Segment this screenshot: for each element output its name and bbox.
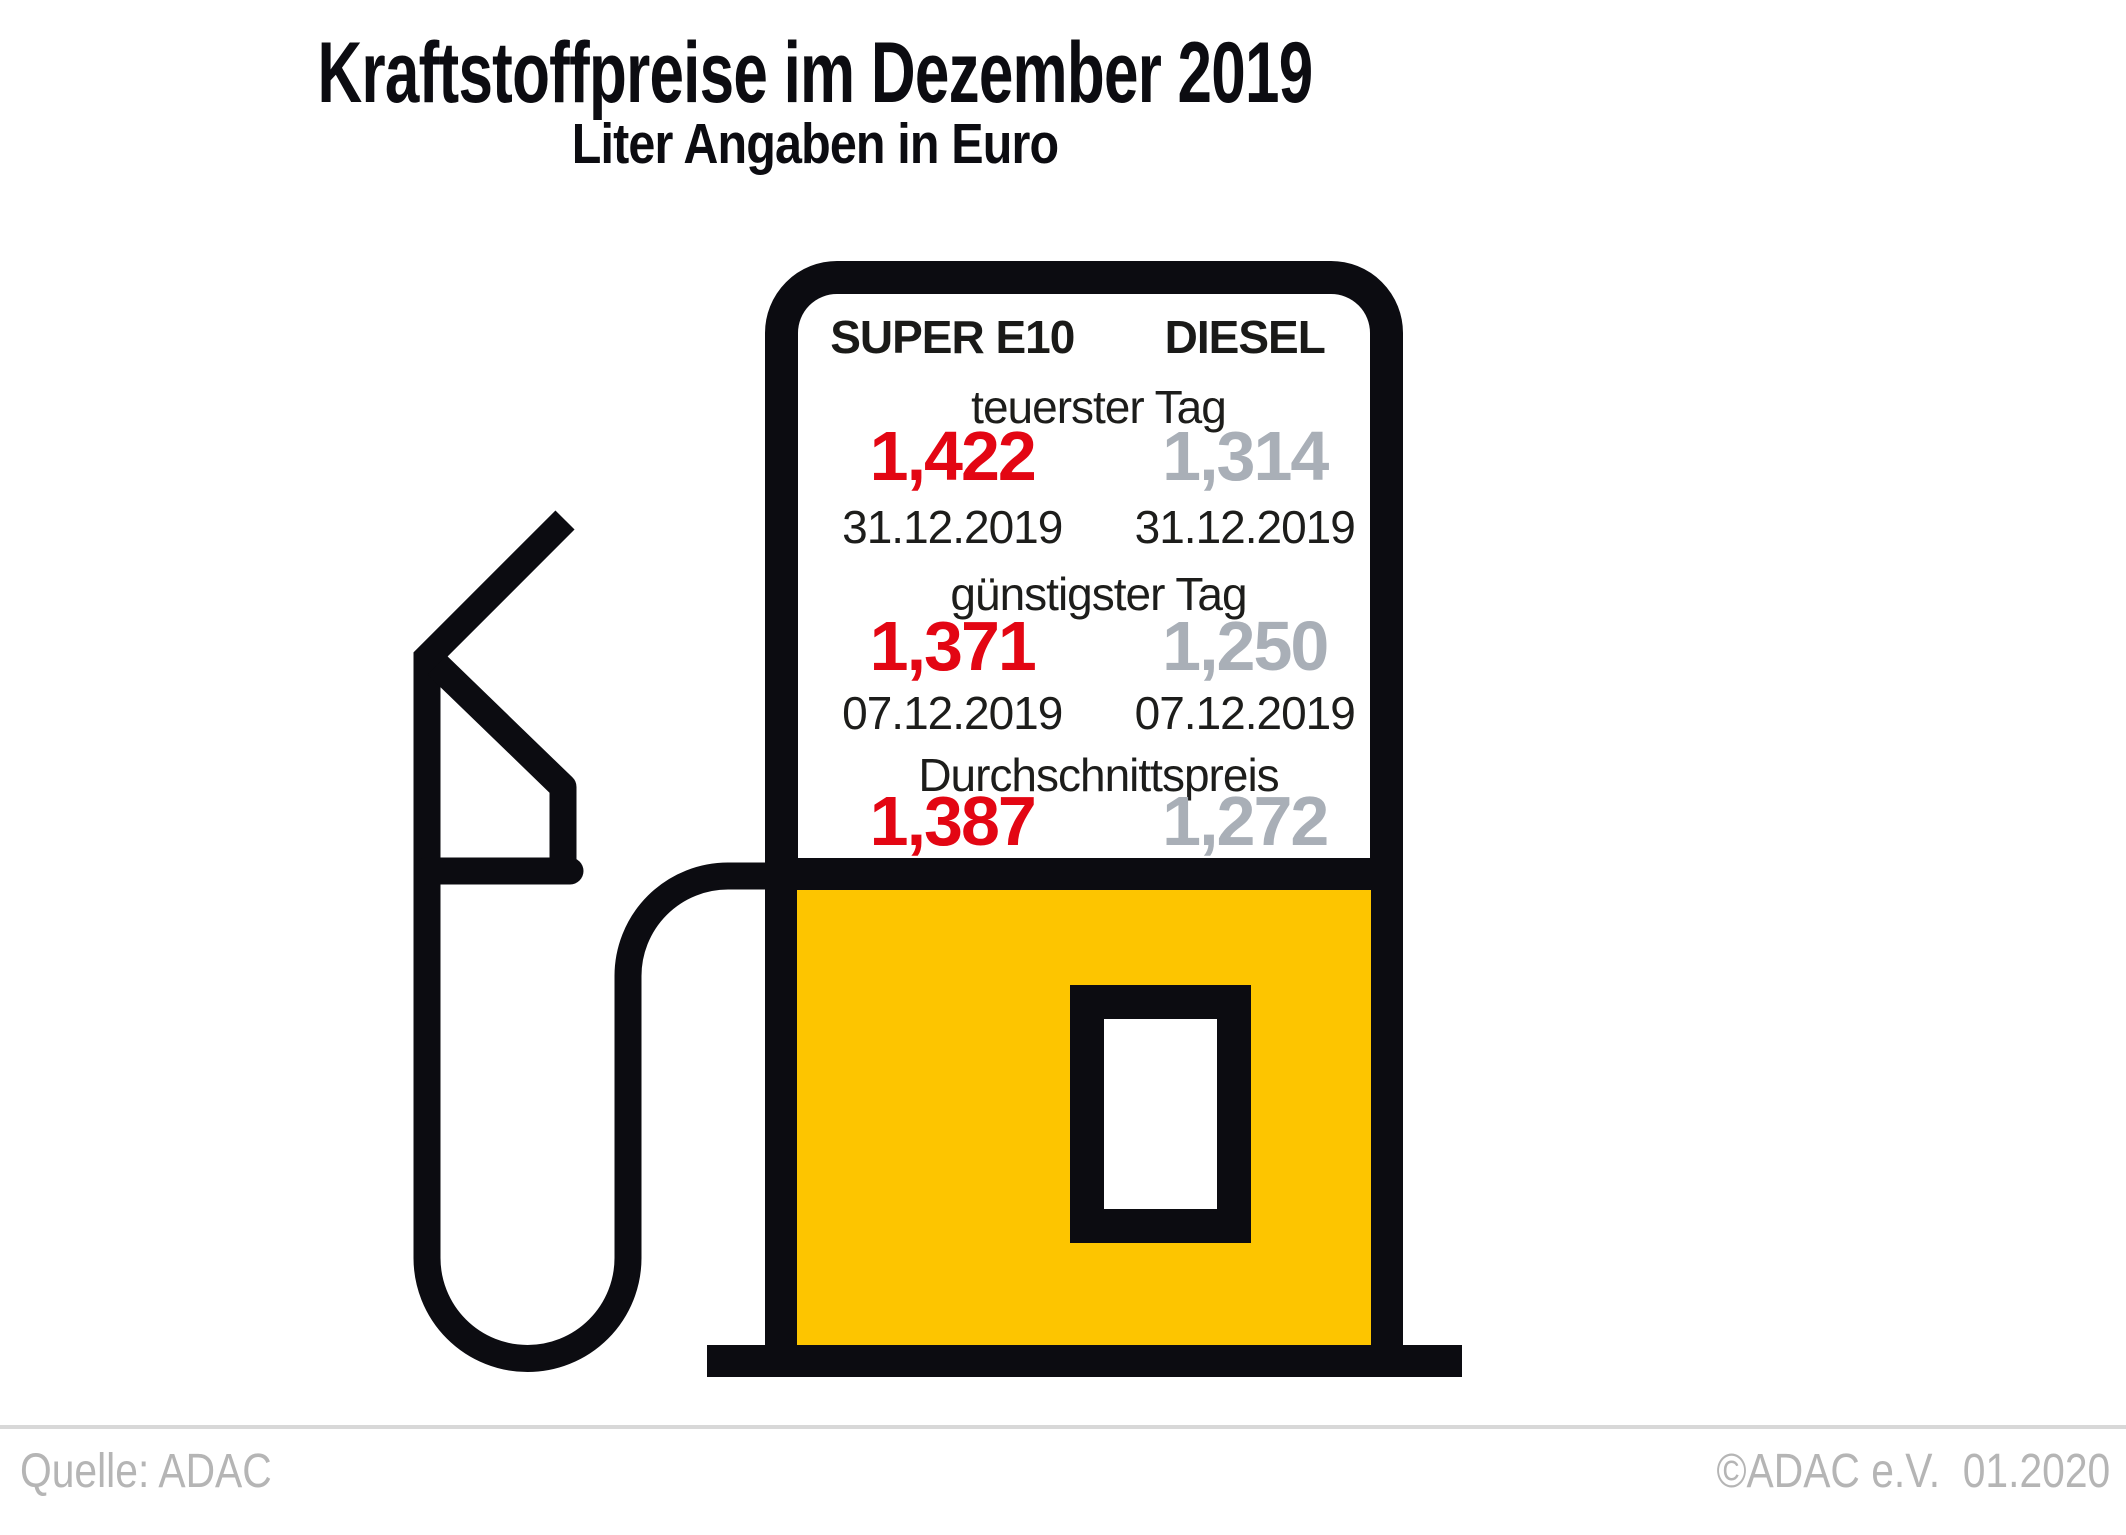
price-row-average: 1,387 1,272	[806, 786, 1391, 856]
date-row-most-expensive: 31.12.2019 31.12.2019	[806, 504, 1391, 550]
pump-price-display: SUPER E10 DIESEL teuerster Tag 1,422 1,3…	[806, 261, 1391, 858]
page-subtitle: Liter Angaben in Euro	[571, 112, 1059, 176]
price-super-e10-avg: 1,387	[869, 782, 1037, 860]
price-diesel-avg: 1,272	[1162, 782, 1329, 860]
column-header-super-e10: SUPER E10	[830, 311, 1075, 363]
price-super-e10-min: 1,371	[869, 607, 1037, 685]
section-label-average-price: Durchschnittspreis	[918, 749, 1279, 801]
date-row-cheapest: 07.12.2019 07.12.2019	[806, 690, 1391, 736]
date-super-e10-min: 07.12.2019	[842, 687, 1063, 739]
fuel-column-headers: SUPER E10 DIESEL	[806, 314, 1391, 360]
price-super-e10-max: 1,422	[869, 417, 1037, 495]
price-diesel-min: 1,250	[1162, 607, 1329, 685]
section-label-most-expensive-day: teuerster Tag	[971, 381, 1227, 433]
pump-nozzle-holster-window	[1070, 985, 1251, 1243]
page-title: Kraftstoffpreise im Dezember 2019	[317, 25, 1314, 121]
price-diesel-max: 1,314	[1162, 417, 1329, 495]
hose-and-spout-path	[413, 510, 800, 1372]
price-row-most-expensive: 1,422 1,314	[806, 421, 1391, 491]
section-label-cheapest-day: günstigster Tag	[950, 568, 1247, 620]
footer-copyright-text: ©ADAC e.V. 01.2020	[1716, 1445, 2110, 1498]
nozzle-handle-path	[427, 655, 577, 860]
date-diesel-max: 31.12.2019	[1134, 501, 1356, 553]
pump-base-bar	[707, 1345, 1462, 1377]
date-super-e10-max: 31.12.2019	[842, 501, 1063, 553]
price-row-cheapest: 1,371 1,250	[806, 611, 1391, 681]
footer-divider-line	[0, 1425, 2126, 1429]
footer-source-text: Quelle: ADAC	[20, 1445, 272, 1498]
pump-divider-bar	[765, 858, 1403, 890]
column-header-diesel: DIESEL	[1164, 311, 1326, 363]
date-diesel-min: 07.12.2019	[1134, 687, 1356, 739]
